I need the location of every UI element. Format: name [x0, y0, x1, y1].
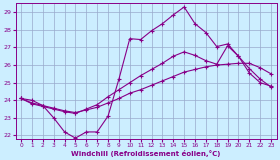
- X-axis label: Windchill (Refroidissement éolien,°C): Windchill (Refroidissement éolien,°C): [71, 150, 221, 156]
